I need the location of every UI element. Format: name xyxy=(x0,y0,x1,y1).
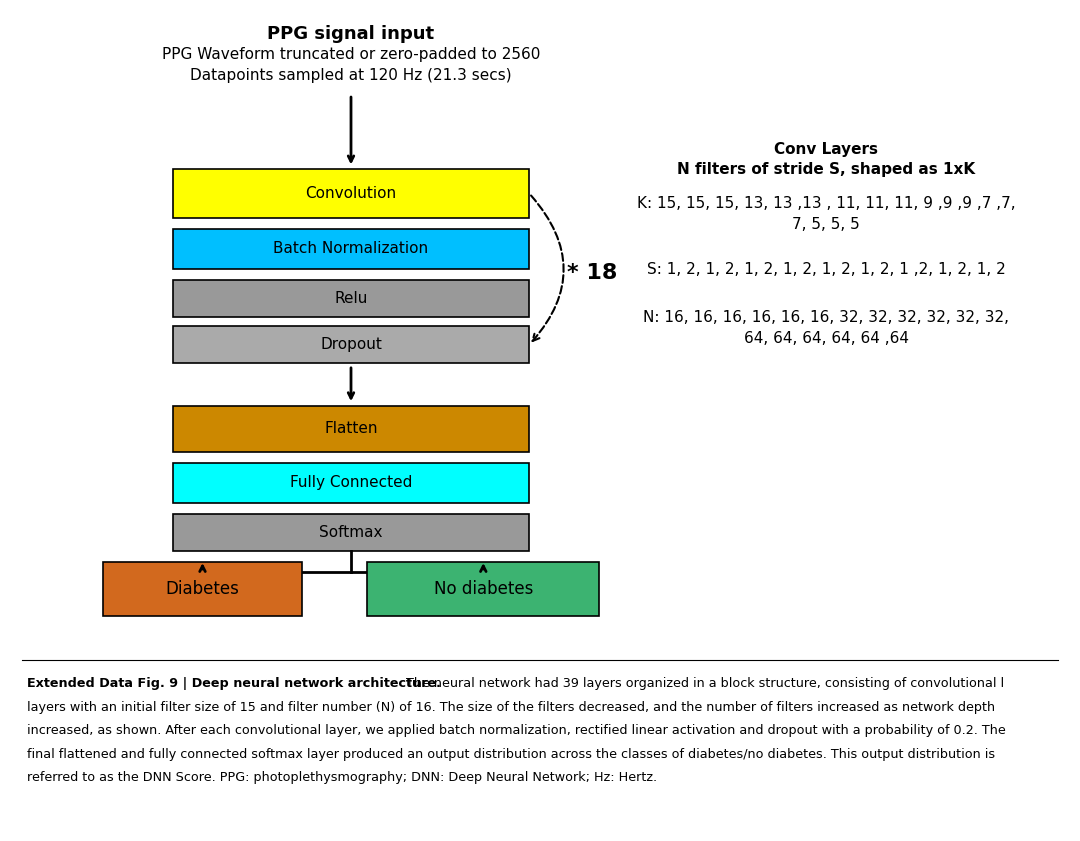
Text: Datapoints sampled at 120 Hz (21.3 secs): Datapoints sampled at 120 Hz (21.3 secs) xyxy=(190,68,512,83)
FancyBboxPatch shape xyxy=(173,463,529,503)
Text: N: 16, 16, 16, 16, 16, 16, 32, 32, 32, 32, 32, 32,
64, 64, 64, 64, 64 ,64: N: 16, 16, 16, 16, 16, 16, 32, 32, 32, 3… xyxy=(644,310,1009,346)
FancyArrowPatch shape xyxy=(531,195,564,341)
Text: Convolution: Convolution xyxy=(306,186,396,201)
Text: final flattened and fully connected softmax layer produced an output distributio: final flattened and fully connected soft… xyxy=(27,748,995,760)
Text: layers with an initial filter size of 15 and filter number (N) of 16. The size o: layers with an initial filter size of 15… xyxy=(27,701,995,713)
Text: * 18: * 18 xyxy=(567,263,618,283)
FancyBboxPatch shape xyxy=(173,280,529,317)
Text: increased, as shown. After each convolutional layer, we applied batch normalizat: increased, as shown. After each convolut… xyxy=(27,724,1005,737)
FancyBboxPatch shape xyxy=(103,562,302,616)
Text: PPG signal input: PPG signal input xyxy=(268,24,434,43)
Text: Dropout: Dropout xyxy=(320,337,382,352)
Text: PPG Waveform truncated or zero-padded to 2560: PPG Waveform truncated or zero-padded to… xyxy=(162,47,540,62)
Text: The neural network had 39 layers organized in a block structure, consisting of c: The neural network had 39 layers organiz… xyxy=(402,677,1004,690)
Text: Conv Layers
N filters of stride S, shaped as 1xK: Conv Layers N filters of stride S, shape… xyxy=(677,142,975,177)
Text: Extended Data Fig. 9 | Deep neural network architecture.: Extended Data Fig. 9 | Deep neural netwo… xyxy=(27,677,441,690)
Text: Batch Normalization: Batch Normalization xyxy=(273,241,429,257)
Text: No diabetes: No diabetes xyxy=(433,580,534,598)
Text: K: 15, 15, 15, 13, 13 ,13 , 11, 11, 11, 9 ,9 ,9 ,7 ,7,
7, 5, 5, 5: K: 15, 15, 15, 13, 13 ,13 , 11, 11, 11, … xyxy=(637,197,1015,232)
Text: Relu: Relu xyxy=(335,291,367,306)
FancyBboxPatch shape xyxy=(173,406,529,452)
Text: Fully Connected: Fully Connected xyxy=(289,475,413,490)
FancyBboxPatch shape xyxy=(173,169,529,218)
Text: Diabetes: Diabetes xyxy=(165,580,240,598)
FancyBboxPatch shape xyxy=(173,326,529,363)
FancyBboxPatch shape xyxy=(173,514,529,551)
Text: S: 1, 2, 1, 2, 1, 2, 1, 2, 1, 2, 1, 2, 1 ,2, 1, 2, 1, 2: S: 1, 2, 1, 2, 1, 2, 1, 2, 1, 2, 1, 2, 1… xyxy=(647,262,1005,277)
Text: Softmax: Softmax xyxy=(320,525,382,540)
Text: Flatten: Flatten xyxy=(324,421,378,436)
Text: referred to as the DNN Score. PPG: photoplethysmography; DNN: Deep Neural Networ: referred to as the DNN Score. PPG: photo… xyxy=(27,771,657,784)
FancyBboxPatch shape xyxy=(367,562,599,616)
FancyBboxPatch shape xyxy=(173,229,529,269)
